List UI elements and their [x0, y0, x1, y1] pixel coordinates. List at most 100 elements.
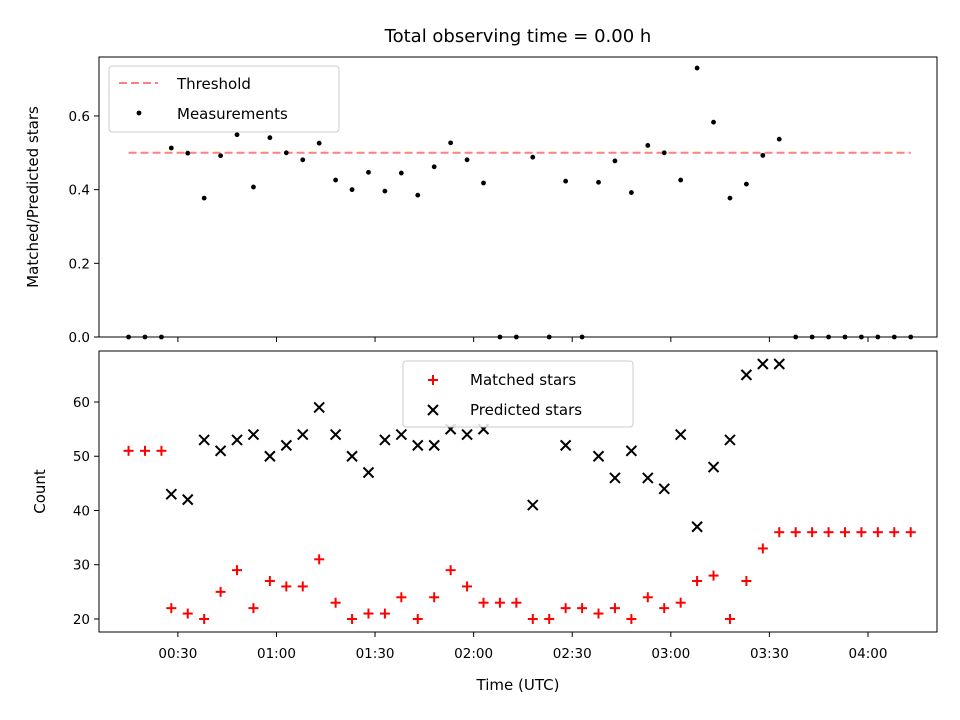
matched-point: [297, 581, 308, 592]
predicted-point: [658, 483, 670, 495]
predicted-point: [740, 369, 753, 381]
predicted-point: [592, 450, 605, 462]
bottom-xtick-label: 00:30: [158, 646, 197, 662]
top-ytick-label: 0.4: [69, 183, 90, 199]
measurement-point: [333, 177, 339, 183]
bottom-legend: Matched stars Predicted stars: [402, 360, 634, 428]
matched-point: [905, 527, 916, 538]
bottom-xtick-label: 04:00: [849, 646, 888, 662]
matched-point: [757, 543, 768, 554]
measurement-point: [826, 334, 831, 340]
matched-point: [396, 592, 407, 603]
legend-matched-label: Matched stars: [470, 371, 576, 389]
measurement-point: [415, 192, 421, 198]
matched-point: [856, 527, 867, 538]
predicted-point: [642, 472, 654, 484]
bottom-ytick-label: 40: [73, 503, 90, 519]
matched-point: [314, 554, 325, 565]
matched-point: [577, 603, 588, 614]
predicted-point: [247, 428, 260, 441]
matched-point: [478, 597, 489, 608]
matched-point: [511, 597, 522, 608]
bottom-xlabel: Time (UTC): [476, 676, 560, 694]
measurement-point: [891, 334, 897, 340]
predicted-point: [182, 493, 194, 506]
top-legend: Threshold Measurements: [108, 65, 340, 133]
matched-point: [807, 527, 818, 538]
predicted-point: [757, 358, 769, 370]
top-ytick-label: 0.6: [69, 109, 90, 125]
bottom-xtick-label: 01:00: [257, 646, 296, 662]
measurement-point: [349, 187, 355, 193]
predicted-point: [609, 472, 621, 484]
matched-point: [199, 613, 210, 624]
top-ylabel: Matched/Predicted stars: [24, 106, 42, 288]
measurement-point: [579, 334, 585, 340]
bottom-legend-box: [402, 360, 634, 428]
matched-point: [264, 576, 275, 587]
predicted-point: [691, 521, 703, 533]
matched-point: [774, 527, 785, 538]
measurement-point: [218, 153, 223, 159]
measurement-point: [497, 334, 503, 340]
legend-threshold-label: Threshold: [176, 75, 251, 93]
matched-point: [412, 613, 423, 624]
measurement-point: [366, 169, 371, 175]
predicted-point: [412, 439, 424, 452]
predicted-point: [329, 428, 342, 441]
predicted-point: [379, 434, 391, 446]
matched-point: [215, 586, 226, 597]
legend-measurements-label: Measurements: [177, 105, 288, 123]
measurement-point: [546, 334, 552, 340]
measurement-point: [316, 140, 322, 146]
measurement-point: [776, 136, 782, 142]
measurement-point: [267, 135, 273, 141]
matched-point: [593, 608, 604, 619]
bottom-ytick-label: 50: [73, 449, 90, 465]
measurement-point: [842, 334, 848, 340]
predicted-point: [724, 434, 736, 446]
measurement-point: [678, 177, 684, 183]
measurement-point: [398, 170, 404, 176]
measurement-point: [743, 181, 749, 187]
measurement-point: [513, 334, 519, 340]
top-panel: 0.0 0.2 0.4 0.6 Matched/Predicted stars Thres…: [24, 56, 938, 346]
measurement-point: [793, 334, 799, 340]
measurement-point: [875, 334, 881, 340]
matched-point: [527, 613, 538, 624]
matched-point: [839, 527, 850, 538]
matched-point: [675, 597, 686, 608]
matched-point: [889, 527, 900, 538]
predicted-point: [674, 428, 687, 441]
matched-point: [609, 603, 620, 614]
predicted-point: [428, 439, 440, 452]
measurement-point: [142, 334, 148, 340]
predicted-point: [264, 450, 276, 462]
bottom-xtick-label: 03:30: [750, 646, 789, 662]
top-legend-box: [108, 65, 340, 133]
measurement-point: [711, 119, 716, 125]
measurement-point: [760, 152, 766, 158]
measurement-point: [908, 334, 914, 340]
measurement-point: [530, 154, 536, 160]
predicted-point: [395, 428, 408, 441]
measurement-point: [234, 132, 240, 138]
predicted-point: [559, 439, 572, 452]
measurement-point: [251, 184, 256, 190]
predicted-point: [773, 358, 785, 370]
predicted-point: [231, 434, 243, 446]
bottom-panel: 20 30 40 50 60 00:30 01:00 01:30 02:00 02:30 03:00…: [31, 350, 938, 694]
bottom-ytick-label: 30: [73, 558, 90, 574]
matched-point: [659, 603, 670, 614]
matched-point: [724, 613, 735, 624]
measurement-point: [283, 150, 289, 156]
matched-point: [872, 527, 883, 538]
bottom-xtick-label: 02:00: [454, 646, 493, 662]
matched-point: [363, 608, 374, 619]
matched-point: [281, 581, 292, 592]
matched-point: [232, 565, 243, 576]
legend-measurements-swatch: [136, 110, 142, 116]
top-ytick-label: 0.2: [69, 256, 90, 272]
legend-predicted-label: Predicted stars: [470, 401, 582, 419]
